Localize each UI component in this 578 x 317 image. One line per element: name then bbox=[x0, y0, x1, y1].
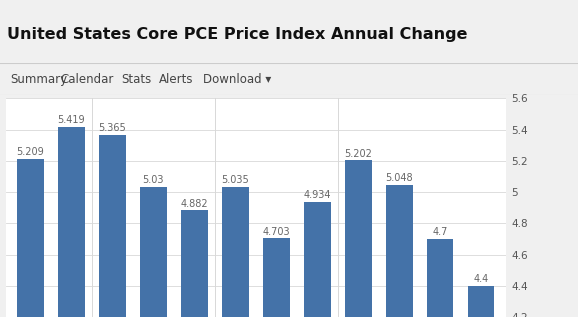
Text: 5.365: 5.365 bbox=[98, 123, 126, 133]
Text: Stats: Stats bbox=[121, 73, 151, 86]
Bar bbox=[181, 210, 208, 317]
Text: 5.03: 5.03 bbox=[143, 175, 164, 185]
Text: 5.048: 5.048 bbox=[386, 173, 413, 183]
Bar bbox=[468, 286, 495, 317]
Bar bbox=[427, 239, 454, 317]
Text: 4.7: 4.7 bbox=[432, 227, 448, 237]
Text: Summary: Summary bbox=[10, 73, 68, 86]
Text: 5.035: 5.035 bbox=[221, 175, 249, 185]
Bar bbox=[99, 135, 125, 317]
Bar bbox=[222, 186, 249, 317]
Bar bbox=[345, 160, 372, 317]
Text: United States Core PCE Price Index Annual Change: United States Core PCE Price Index Annua… bbox=[7, 27, 468, 42]
Bar bbox=[58, 126, 84, 317]
Text: 5.419: 5.419 bbox=[58, 115, 85, 125]
Bar bbox=[140, 187, 166, 317]
Text: 5.202: 5.202 bbox=[344, 149, 372, 158]
Text: 5.209: 5.209 bbox=[17, 147, 45, 158]
Bar bbox=[386, 184, 413, 317]
Text: Calendar: Calendar bbox=[61, 73, 114, 86]
Text: 4.4: 4.4 bbox=[473, 274, 489, 284]
Bar bbox=[263, 238, 290, 317]
Bar bbox=[304, 202, 331, 317]
Bar bbox=[17, 159, 44, 317]
Text: Alerts: Alerts bbox=[159, 73, 194, 86]
Text: 4.934: 4.934 bbox=[303, 191, 331, 200]
Text: Download ▾: Download ▾ bbox=[203, 73, 272, 86]
Text: 4.703: 4.703 bbox=[262, 227, 290, 236]
Text: 4.882: 4.882 bbox=[180, 198, 208, 209]
